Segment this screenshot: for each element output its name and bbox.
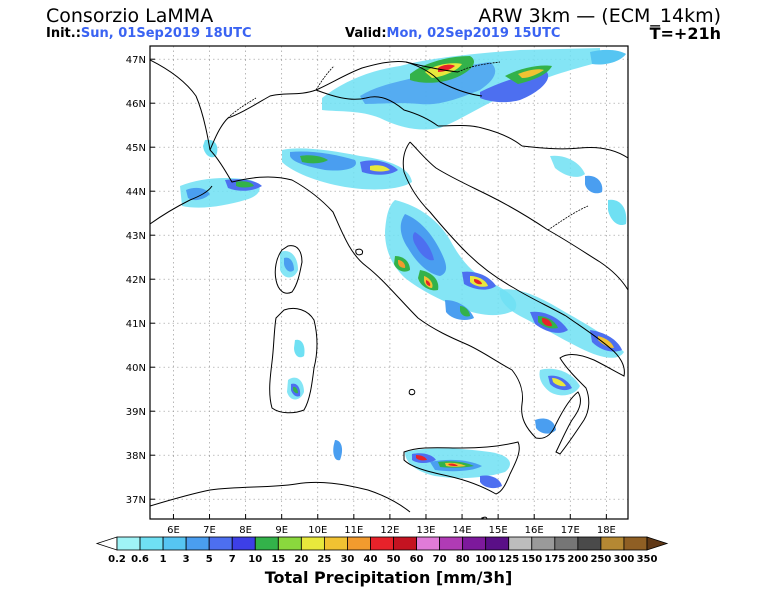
legend-swatch	[623, 536, 648, 551]
precipitation-legend: 0.2 0.6 1 3 5 7 10 15 20 25 30 40 50 60 70 80 100 125 150 1…	[95, 536, 669, 565]
legend-swatch	[162, 536, 187, 551]
legend-title: Total Precipitation [mm/3h]	[264, 568, 513, 587]
lon-tick-label: 7E	[203, 525, 216, 536]
legend-swatch	[300, 536, 325, 551]
lon-tick-label: 8E	[239, 525, 252, 536]
legend-tick-label: 1	[160, 554, 167, 565]
lon-tick-label: 14E	[453, 525, 472, 536]
legend-tick-label: 0.6	[131, 554, 149, 565]
legend-tick-label: 25	[317, 554, 331, 565]
lat-tick-label: 38N	[126, 451, 146, 462]
lat-tick-label: 37N	[126, 495, 146, 506]
init-value: Sun, 01Sep2019 18UTC	[80, 26, 252, 41]
legend-tick-label: 100	[475, 554, 496, 565]
lat-tick-label: 39N	[126, 407, 146, 418]
legend-tick-label: 10	[248, 554, 262, 565]
legend-swatch	[323, 536, 348, 551]
legend-swatch	[416, 536, 441, 551]
legend-max-arrow	[646, 536, 669, 551]
lon-tick-label: 17E	[561, 525, 580, 536]
legend-tick-label: 125	[498, 554, 519, 565]
legend-swatch	[508, 536, 533, 551]
lon-tick-label: 10E	[308, 525, 327, 536]
legend-tick-label: 20	[294, 554, 308, 565]
lead-time: T=+21h	[649, 24, 721, 43]
legend-tick-label: 70	[433, 554, 447, 565]
legend-swatch	[600, 536, 625, 551]
axis-labels: 47N 46N 45N 44N 43N 42N 41N 40N 39N 38N 37N 6E 7E 8E 9…	[126, 55, 616, 536]
valid-value: Mon, 02Sep2019 15UTC	[386, 26, 561, 41]
legend-tick-label: 7	[229, 554, 236, 565]
legend-swatch	[531, 536, 556, 551]
legend-tick-label: 250	[590, 554, 611, 565]
legend-tick-label: 3	[183, 554, 190, 565]
model-title: ARW 3km — (ECM_14km)	[478, 5, 721, 27]
lat-tick-label: 45N	[126, 143, 146, 154]
legend-swatch	[185, 536, 210, 551]
legend-tick-label: 350	[637, 554, 658, 565]
legend-swatch	[347, 536, 371, 551]
lon-tick-label: 16E	[525, 525, 544, 536]
lon-tick-label: 12E	[380, 525, 399, 536]
legend-swatch	[577, 536, 602, 551]
lon-tick-label: 11E	[344, 525, 363, 536]
init-time: Init.:Sun, 01Sep2019 18UTC	[46, 26, 252, 41]
lat-tick-label: 40N	[126, 363, 146, 374]
precip-areas	[180, 48, 627, 489]
legend-swatch	[139, 536, 164, 551]
legend-tick-label: 5	[206, 554, 213, 565]
legend-tick-label: 60	[410, 554, 424, 565]
legend-tick-label: 175	[544, 554, 565, 565]
legend-tick-label: 80	[456, 554, 470, 565]
legend-swatch	[208, 536, 233, 551]
borders	[227, 61, 589, 231]
lon-tick-label: 13E	[416, 525, 435, 536]
legend-swatch	[462, 536, 487, 551]
legend-swatch	[554, 536, 579, 551]
lat-tick-label: 47N	[126, 55, 146, 66]
legend-swatch	[485, 536, 510, 551]
legend-tick-label: 15	[271, 554, 285, 565]
legend-swatch	[370, 536, 394, 551]
legend-tick-label: 40	[364, 554, 378, 565]
lat-tick-label: 44N	[126, 187, 146, 198]
lat-tick-label: 43N	[126, 231, 146, 242]
legend-tick-label: 50	[387, 554, 401, 565]
init-label: Init.:	[46, 26, 81, 41]
legend-swatch	[393, 536, 417, 551]
lat-tick-label: 42N	[126, 275, 146, 286]
map-background	[150, 46, 628, 519]
valid-label: Valid:	[345, 26, 387, 41]
lon-tick-label: 6E	[167, 525, 180, 536]
lat-tick-label: 41N	[126, 319, 146, 330]
legend-tick-label: 0.2	[108, 554, 126, 565]
valid-time: Valid:Mon, 02Sep2019 15UTC	[345, 26, 560, 41]
legend-swatch	[116, 536, 141, 551]
legend-swatch	[277, 536, 302, 551]
legend-tick-label: 30	[340, 554, 354, 565]
map-frame	[149, 45, 629, 520]
legend-tick-label: 150	[521, 554, 542, 565]
lat-tick-label: 46N	[126, 99, 146, 110]
legend-min-arrow	[95, 536, 118, 551]
lon-tick-label: 15E	[489, 525, 508, 536]
legend-swatch	[439, 536, 464, 551]
legend-swatch	[231, 536, 256, 551]
legend-swatch	[254, 536, 279, 551]
lon-tick-label: 18E	[597, 525, 616, 536]
coastlines	[150, 59, 628, 519]
legend-tick-label: 200	[567, 554, 588, 565]
legend-tick-label: 300	[614, 554, 635, 565]
org-title: Consorzio LaMMA	[46, 5, 214, 27]
lon-tick-label: 9E	[275, 525, 288, 536]
